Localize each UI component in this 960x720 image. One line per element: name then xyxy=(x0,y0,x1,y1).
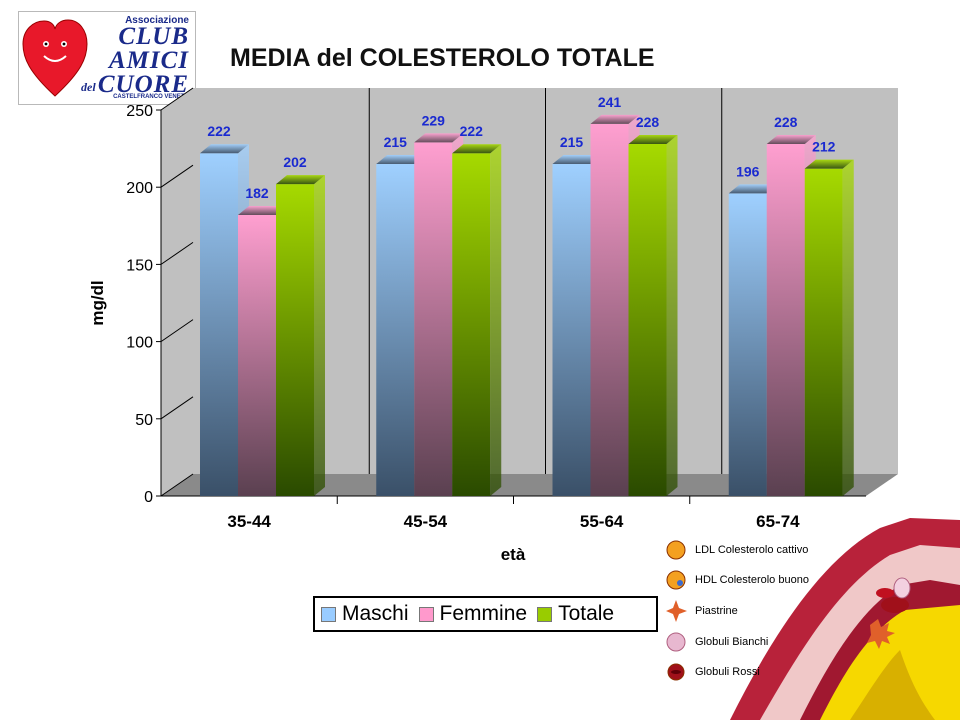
legend-swatch-femmine xyxy=(418,606,434,622)
y-tick-depth xyxy=(160,164,194,188)
data-label: 228 xyxy=(636,114,660,130)
logo-line-amici: AMICI xyxy=(108,47,189,74)
bar xyxy=(766,143,805,496)
bar xyxy=(728,193,767,496)
bar-top xyxy=(552,155,602,165)
bar xyxy=(414,142,453,496)
x-tick-label: 65-74 xyxy=(756,512,800,531)
bar xyxy=(276,184,314,496)
legend-label-maschi: Maschi xyxy=(342,602,409,625)
y-tick-depth xyxy=(160,241,194,265)
artery-label-ldl: LDL Colesterolo cattivo xyxy=(695,544,809,556)
bar xyxy=(238,214,276,496)
chart-legend: Maschi Femmine Totale xyxy=(313,596,658,632)
bar-top xyxy=(414,133,464,143)
data-label: 196 xyxy=(736,163,760,179)
data-label: 228 xyxy=(774,114,798,130)
y-tick-label: 250 xyxy=(126,103,153,120)
plot-floor xyxy=(161,474,898,496)
ldl-particle-icon xyxy=(666,540,686,560)
bar xyxy=(804,168,843,496)
bar-top xyxy=(766,134,816,144)
data-label: 222 xyxy=(460,123,484,139)
artery-label-red-cells: Globuli Rossi xyxy=(695,666,760,678)
bar-side xyxy=(314,175,325,496)
bar xyxy=(552,164,591,497)
legend-label-femmine: Femmine xyxy=(439,602,528,625)
data-label: 222 xyxy=(207,123,231,139)
y-tick-label: 0 xyxy=(144,489,153,506)
bar-top xyxy=(238,205,287,215)
artery-label-platelets: Piastrine xyxy=(695,605,738,617)
logo-line-cuore: CUORE xyxy=(97,71,189,98)
bar xyxy=(452,153,491,496)
logo-line-club: CLUB xyxy=(118,23,189,50)
bar xyxy=(628,143,667,496)
logo-line-city: CASTELFRANCO VENETO xyxy=(113,94,189,100)
x-tick-label: 35-44 xyxy=(227,512,271,531)
x-tick-label: 55-64 xyxy=(580,512,624,531)
data-label: 212 xyxy=(812,139,836,155)
bar xyxy=(200,153,238,496)
y-tick-depth xyxy=(160,396,194,420)
y-tick-depth xyxy=(160,473,194,497)
data-label: 182 xyxy=(245,185,269,201)
legend-swatch-maschi xyxy=(321,606,336,622)
data-label: 241 xyxy=(598,94,622,110)
artery-wall-icon xyxy=(730,518,960,720)
y-tick-label: 150 xyxy=(126,257,153,274)
data-label: 215 xyxy=(384,134,408,150)
club-logo: Associazione CLUB AMICI del CUORE CASTEL… xyxy=(18,11,196,105)
bar-top xyxy=(728,184,778,194)
legend-item-totale: Totale xyxy=(537,602,614,626)
chart-title: MEDIA del COLESTEROLO TOTALE xyxy=(230,44,655,72)
bar-top xyxy=(376,155,426,165)
bar-side xyxy=(666,134,678,496)
hdl-particle-icon-dot xyxy=(677,580,683,586)
legend-item-femmine: Femmine xyxy=(418,602,528,626)
y-tick-label: 50 xyxy=(135,412,153,429)
plot-back-wall xyxy=(161,88,898,496)
bar-top xyxy=(276,175,325,185)
bar-top xyxy=(628,134,678,144)
y-tick-depth xyxy=(160,87,194,111)
legend-item-maschi: Maschi xyxy=(321,602,409,626)
bar xyxy=(590,123,629,497)
data-label: 215 xyxy=(560,134,584,150)
y-tick-label: 200 xyxy=(126,180,153,197)
x-tick-label: 45-54 xyxy=(404,512,448,531)
bar-top xyxy=(590,114,640,124)
red-cell-icon-center xyxy=(671,670,681,674)
data-label: 229 xyxy=(422,112,446,128)
white-cell-icon xyxy=(666,632,686,652)
artery-label-hdl: HDL Colesterolo buono xyxy=(695,574,809,586)
artery-label-white-cells: Globuli Bianchi xyxy=(695,636,769,648)
logo-line-associazione: Associazione xyxy=(125,15,189,26)
bar xyxy=(376,164,415,497)
data-label: 202 xyxy=(283,154,307,170)
y-tick-label: 100 xyxy=(126,335,153,352)
hdl-particle-icon xyxy=(666,570,686,590)
x-axis-label: età xyxy=(501,545,526,564)
bar-top xyxy=(804,159,854,169)
bar-side xyxy=(842,159,854,496)
heart-logo-icon xyxy=(22,19,88,97)
legend-label-totale: Totale xyxy=(558,602,615,625)
platelet-icon-shape xyxy=(666,600,687,622)
bar-top xyxy=(452,144,502,154)
y-tick-depth xyxy=(160,319,194,343)
logo-line-del: del xyxy=(81,80,96,94)
y-axis-label: mg/dl xyxy=(88,280,107,325)
bar-top xyxy=(200,144,249,154)
bar-side xyxy=(490,144,502,496)
legend-swatch-totale xyxy=(537,606,553,622)
